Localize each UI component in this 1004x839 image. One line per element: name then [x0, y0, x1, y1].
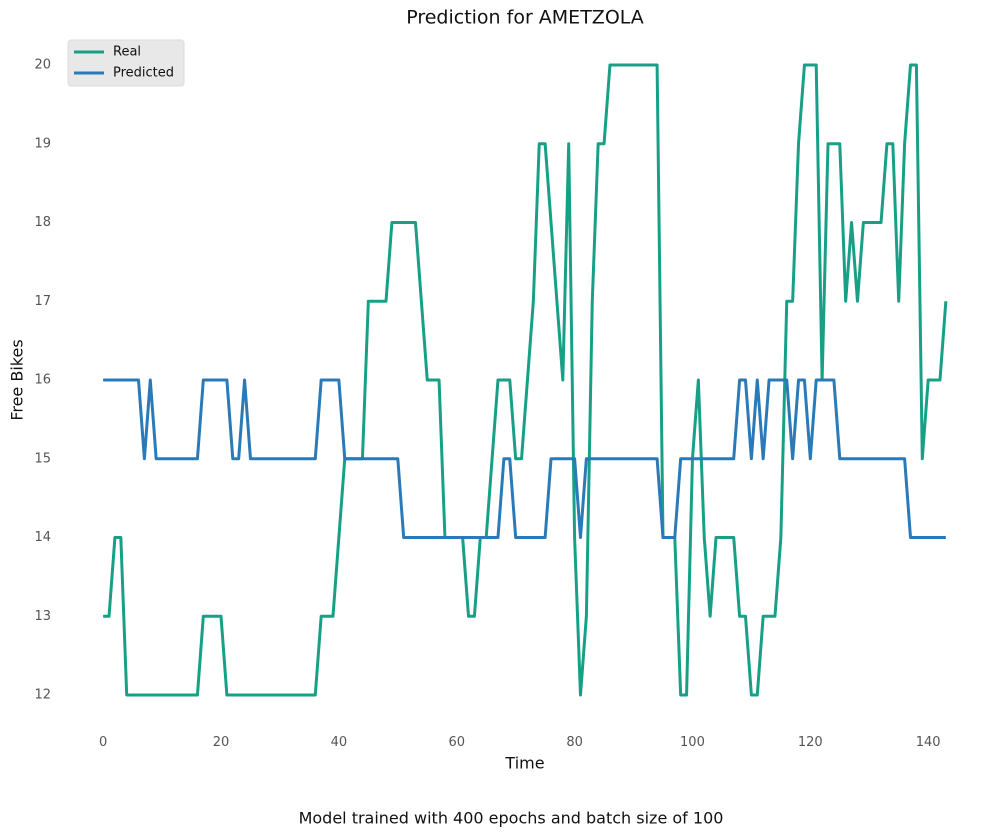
legend: Real Predicted — [67, 39, 185, 87]
y-axis-label: Free Bikes — [8, 339, 27, 420]
x-tick-label: 40 — [331, 735, 348, 750]
y-tick-label: 16 — [34, 373, 51, 388]
line-series — [103, 63, 948, 697]
line-series — [103, 378, 946, 539]
x-tick-label: 20 — [213, 735, 230, 750]
y-tick-label: 19 — [34, 136, 51, 151]
x-tick-label: 140 — [916, 735, 941, 750]
chart-title: Prediction for AMETZOLA — [406, 7, 644, 29]
y-tick-label: 14 — [34, 530, 51, 545]
legend-label: Predicted — [113, 66, 174, 81]
footnote: Model trained with 400 epochs and batch … — [299, 809, 724, 828]
y-tick-label: 13 — [34, 609, 51, 624]
x-tick-label: 120 — [798, 735, 823, 750]
y-tick-label: 15 — [34, 451, 51, 466]
x-axis-label: Time — [504, 754, 544, 773]
x-tick-label: 80 — [566, 735, 583, 750]
y-tick-label: 20 — [34, 58, 51, 73]
x-tick-label: 0 — [99, 735, 107, 750]
legend-label: Real — [113, 45, 141, 60]
x-tick-label: 60 — [448, 735, 465, 750]
y-tick-label: 17 — [34, 294, 51, 309]
y-tick-label: 12 — [34, 688, 51, 703]
x-tick-label: 100 — [680, 735, 705, 750]
y-tick-label: 18 — [34, 215, 51, 230]
